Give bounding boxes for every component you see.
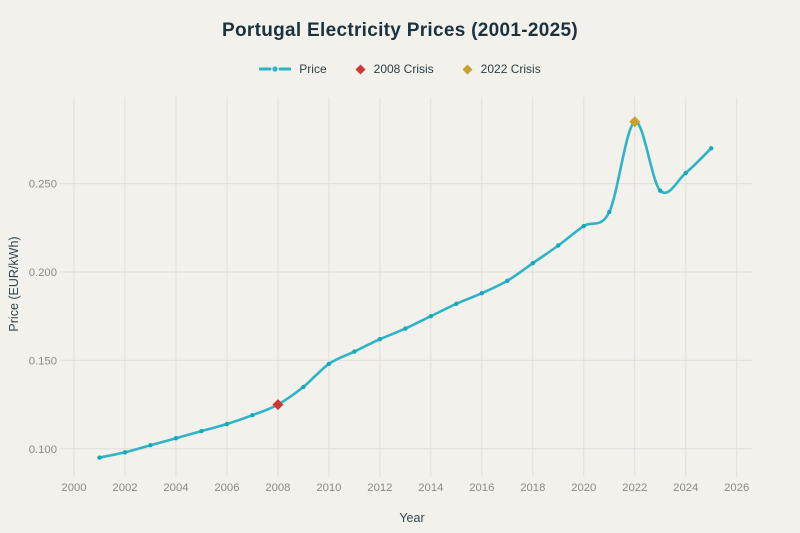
- legend-label-price: Price: [299, 62, 327, 76]
- legend-item-2022-crisis[interactable]: 2022 Crisis: [462, 62, 541, 76]
- x-tick-label: 2020: [571, 482, 596, 494]
- data-point-marker[interactable]: [224, 421, 230, 427]
- data-point-marker[interactable]: [683, 170, 688, 176]
- legend-label-2008-crisis: 2008 Crisis: [373, 62, 434, 76]
- legend-item-price[interactable]: Price: [259, 62, 327, 76]
- data-point-marker[interactable]: [505, 278, 510, 284]
- x-axis-title: Year: [399, 511, 425, 525]
- data-point-marker[interactable]: [97, 455, 102, 460]
- x-tick-label: 2024: [673, 482, 698, 494]
- x-tick-label: 2000: [61, 482, 86, 494]
- data-point-marker[interactable]: [199, 428, 204, 434]
- data-point-marker[interactable]: [173, 435, 179, 441]
- data-point-marker[interactable]: [377, 336, 383, 342]
- red-diamond-icon: [355, 63, 366, 75]
- chart-title: Portugal Electricity Prices (2001-2025): [222, 20, 578, 41]
- data-point-marker[interactable]: [352, 349, 357, 354]
- y-tick-label: 0.100: [29, 444, 57, 456]
- data-point-marker[interactable]: [607, 209, 612, 215]
- y-axis-title: Price (EUR/kWh): [7, 236, 21, 332]
- legend: Price 2008 Crisis 2022 Crisis: [0, 62, 800, 76]
- x-tick-label: 2010: [316, 482, 341, 494]
- x-tick-label: 2004: [163, 482, 188, 494]
- x-tick-label: 2026: [724, 482, 749, 494]
- data-point-marker[interactable]: [581, 223, 586, 229]
- legend-label-2022-crisis: 2022 Crisis: [480, 62, 541, 76]
- x-tick-label: 2016: [469, 482, 494, 494]
- x-tick-label: 2022: [622, 482, 647, 494]
- data-point-marker[interactable]: [658, 188, 663, 193]
- y-tick-label: 0.250: [29, 179, 57, 191]
- x-tick-label: 2014: [418, 482, 443, 494]
- x-tick-label: 2002: [112, 482, 137, 494]
- data-point-marker[interactable]: [122, 450, 128, 455]
- x-tick-label: 2012: [367, 482, 392, 494]
- data-point-marker[interactable]: [709, 146, 714, 151]
- data-point-marker[interactable]: [556, 243, 561, 248]
- data-point-marker[interactable]: [454, 301, 459, 307]
- data-point-marker[interactable]: [479, 291, 485, 296]
- y-tick-label: 0.200: [29, 267, 57, 279]
- legend-item-2008-crisis[interactable]: 2008 Crisis: [355, 62, 434, 76]
- x-tick-label: 2006: [214, 482, 239, 494]
- data-point-marker[interactable]: [403, 326, 408, 331]
- data-point-marker[interactable]: [530, 260, 535, 266]
- x-tick-label: 2018: [520, 482, 545, 494]
- crisis-2008-marker[interactable]: [272, 399, 284, 411]
- data-point-marker[interactable]: [250, 412, 255, 418]
- gold-diamond-icon: [462, 63, 473, 75]
- x-tick-label: 2008: [265, 482, 290, 494]
- data-point-marker[interactable]: [428, 314, 434, 319]
- data-point-marker[interactable]: [148, 443, 153, 448]
- price-line[interactable]: [98, 120, 713, 459]
- price-line-sample-icon: [259, 66, 292, 72]
- data-point-marker[interactable]: [301, 384, 306, 390]
- crisis-2022-marker[interactable]: [629, 116, 641, 128]
- data-point-marker[interactable]: [326, 361, 332, 367]
- y-tick-label: 0.150: [29, 355, 57, 367]
